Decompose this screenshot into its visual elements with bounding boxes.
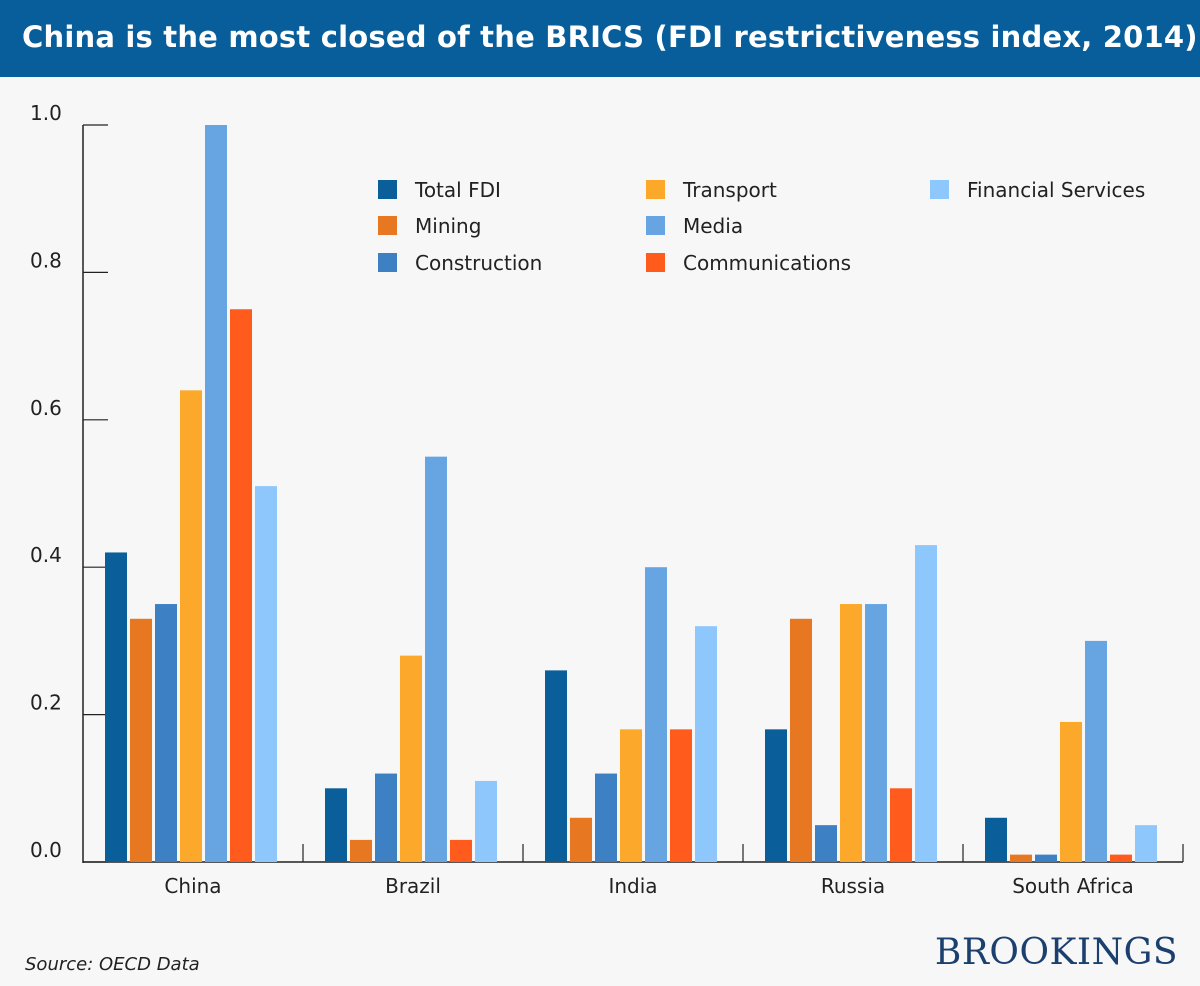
- y-tick-label: 0.0: [30, 838, 62, 862]
- x-tick-label: South Africa: [1012, 874, 1134, 898]
- legend-label: Media: [683, 214, 743, 238]
- bar-brazil-mining: [350, 839, 372, 862]
- legend-swatch: [930, 180, 949, 199]
- legend-swatch: [378, 180, 397, 199]
- bar-india-transport: [620, 729, 642, 862]
- bar-brazil-total-fdi: [325, 788, 347, 862]
- bar-russia-total-fdi: [765, 729, 787, 862]
- legend-label: Total FDI: [414, 178, 501, 202]
- bar-india-media: [645, 567, 667, 862]
- bar-south-africa-mining: [1010, 854, 1032, 862]
- bar-india-mining: [570, 817, 592, 862]
- y-tick-label: 1.0: [30, 101, 62, 125]
- bar-russia-financial-services: [915, 545, 937, 862]
- bar-south-africa-communications: [1110, 854, 1132, 862]
- bar-india-communications: [670, 729, 692, 862]
- bar-brazil-communications: [450, 839, 472, 862]
- bar-india-total-fdi: [545, 670, 567, 862]
- bar-india-financial-services: [695, 626, 717, 862]
- bar-russia-mining: [790, 618, 812, 862]
- x-tick-label: Russia: [821, 874, 885, 898]
- bar-india-construction: [595, 773, 617, 862]
- bar-china-construction: [155, 604, 177, 862]
- bar-china-communications: [230, 309, 252, 862]
- y-tick-label: 0.2: [30, 691, 62, 715]
- bar-china-media: [205, 125, 227, 862]
- bar-south-africa-total-fdi: [985, 817, 1007, 862]
- bar-south-africa-media: [1085, 640, 1107, 862]
- bar-brazil-transport: [400, 655, 422, 862]
- bar-south-africa-construction: [1035, 854, 1057, 862]
- x-tick-label: China: [164, 874, 221, 898]
- source-note: Source: OECD Data: [25, 954, 200, 975]
- legend-label: Communications: [683, 251, 851, 275]
- legend-swatch: [646, 216, 665, 235]
- legend-swatch: [646, 180, 665, 199]
- legend-label: Construction: [415, 251, 542, 275]
- title-bar: China is the most closed of the BRICS (F…: [0, 0, 1200, 77]
- bar-brazil-construction: [375, 773, 397, 862]
- y-tick-label: 0.6: [30, 396, 62, 420]
- bar-russia-communications: [890, 788, 912, 862]
- bar-russia-media: [865, 604, 887, 862]
- y-tick-label: 0.4: [30, 543, 62, 567]
- x-tick-label: India: [608, 874, 657, 898]
- chart-title: China is the most closed of the BRICS (F…: [22, 20, 1198, 54]
- legend-swatch: [378, 216, 397, 235]
- bar-china-transport: [180, 390, 202, 862]
- bar-south-africa-financial-services: [1135, 825, 1157, 862]
- brookings-logo: BROOKINGS: [934, 932, 1178, 973]
- bar-russia-construction: [815, 825, 837, 862]
- bar-russia-transport: [840, 604, 862, 862]
- legend-swatch: [646, 253, 665, 272]
- bar-china-financial-services: [255, 486, 277, 862]
- legend-label: Transport: [682, 178, 777, 202]
- bar-brazil-financial-services: [475, 780, 497, 862]
- x-tick-label: Brazil: [385, 874, 441, 898]
- bar-south-africa-transport: [1060, 721, 1082, 862]
- bar-china-mining: [130, 618, 152, 862]
- y-tick-label: 0.8: [30, 248, 62, 272]
- legend-label: Financial Services: [967, 178, 1145, 202]
- legend-swatch: [378, 253, 397, 272]
- legend-label: Mining: [415, 214, 481, 238]
- bar-china-total-fdi: [105, 552, 127, 862]
- bar-brazil-media: [425, 456, 447, 862]
